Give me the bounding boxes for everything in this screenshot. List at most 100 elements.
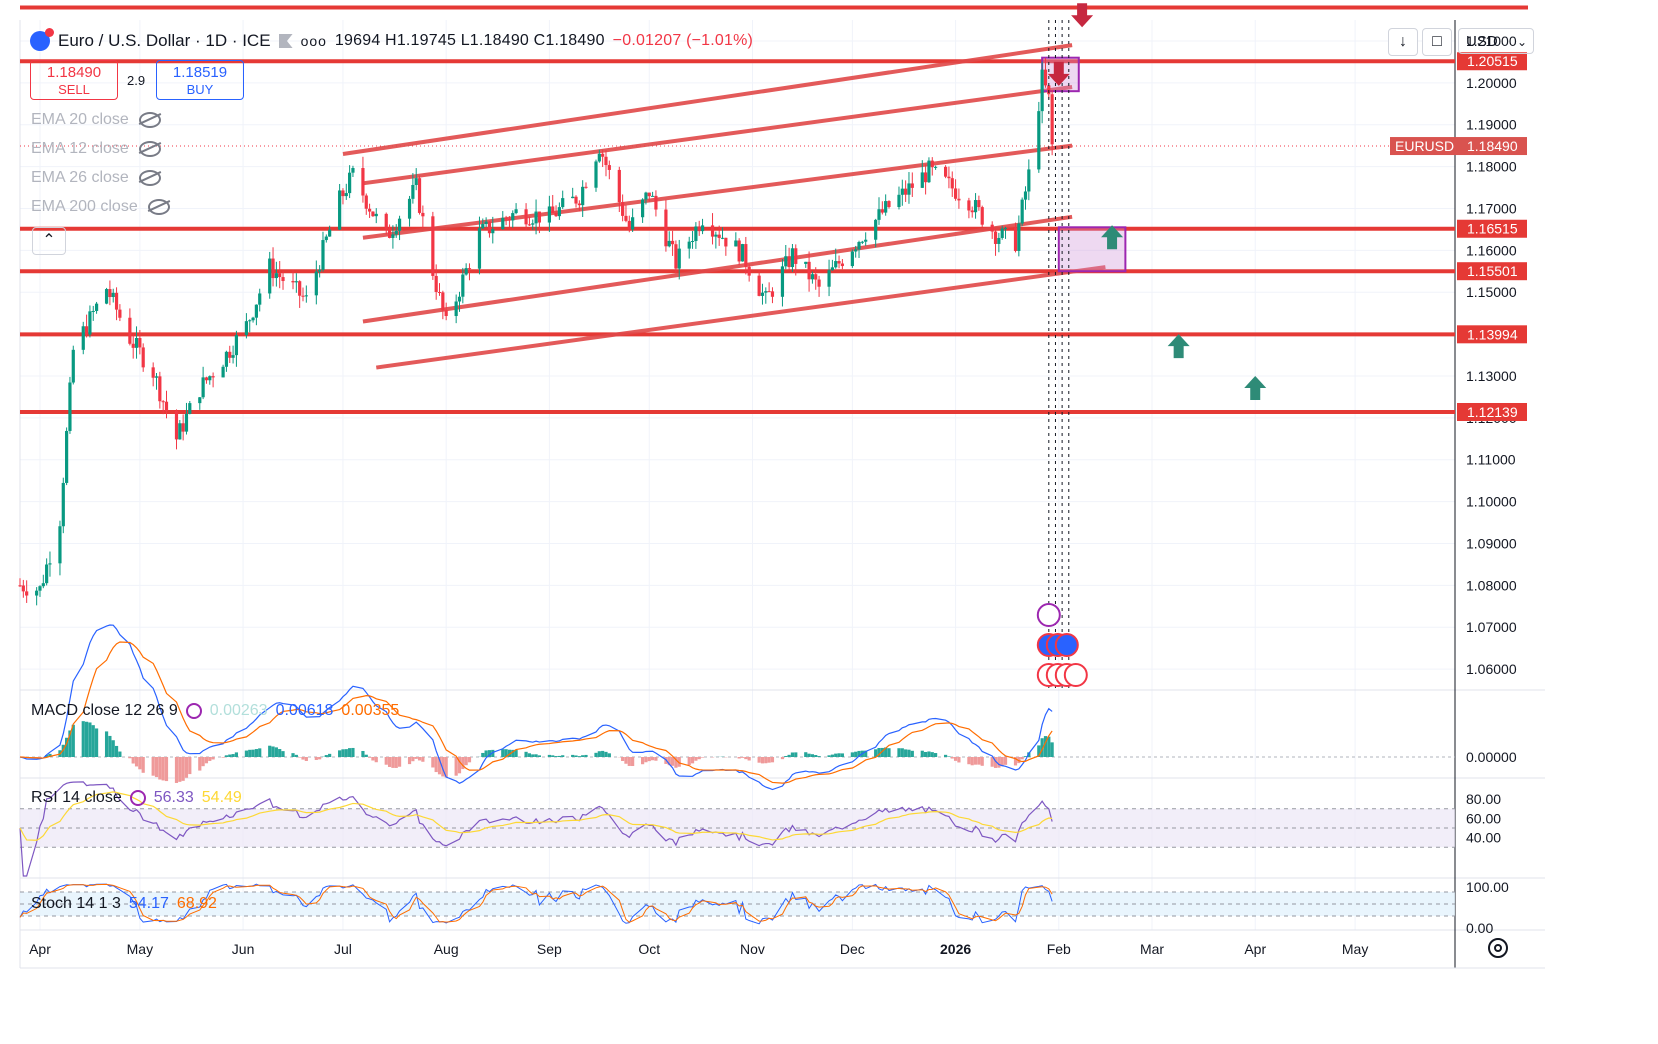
download-button[interactable]: ↓ — [1388, 28, 1418, 56]
hidden-eye-icon[interactable] — [138, 112, 161, 128]
rsi-legend[interactable]: RSI 14 close 56.33 54.49 — [31, 789, 242, 806]
rsi-ma-line — [19, 791, 1053, 841]
candle — [950, 178, 954, 189]
macd-histogram-bar — [151, 757, 155, 776]
level-price-tag — [1457, 402, 1527, 421]
candle — [208, 376, 212, 381]
candle — [48, 563, 52, 565]
candle — [577, 203, 581, 206]
macd-tick-label: 0.00000 — [1466, 749, 1517, 765]
indicator-ema26[interactable]: EMA 26 close — [31, 169, 161, 187]
price-tick-label: 1.21000 — [1466, 33, 1517, 49]
candle — [1027, 169, 1031, 192]
candle — [997, 237, 1001, 244]
candle — [697, 226, 701, 232]
macd-histogram-bar — [837, 753, 841, 757]
candle — [804, 261, 808, 264]
chart-header: Euro / U.S. Dollar · 1D · ICE ooo 19694 … — [30, 28, 753, 54]
candle — [617, 169, 621, 203]
macd-histogram-bar — [574, 755, 578, 757]
candle — [88, 311, 92, 335]
fullscreen-button[interactable]: □ — [1422, 28, 1452, 56]
candle — [45, 564, 49, 584]
time-tick-label: Dec — [840, 941, 865, 957]
collapse-indicators-button[interactable]: ⌃ — [32, 227, 66, 255]
candle — [341, 190, 345, 197]
candle — [25, 591, 29, 596]
event-icon — [1036, 603, 1061, 627]
buy-button[interactable]: 1.18519 BUY — [156, 60, 244, 100]
candle — [118, 309, 122, 318]
candle — [314, 271, 318, 296]
macd-histogram-bar — [934, 753, 938, 757]
macd-histogram-bar — [884, 747, 888, 757]
macd-histogram-bar — [784, 756, 788, 757]
hidden-eye-icon[interactable] — [138, 141, 161, 157]
indicator-ema12[interactable]: EMA 12 close — [31, 140, 161, 158]
macd-histogram-bar — [65, 737, 69, 757]
candle — [84, 326, 89, 335]
candle — [934, 166, 938, 168]
candle — [1023, 191, 1028, 200]
up-arrow-icon — [1101, 225, 1124, 250]
level-price-tag — [1457, 52, 1527, 71]
price-axis: 1.21000 1.20000 1.19000 1.18000 1.17000 1.160… — [29, 33, 1527, 957]
macd-histogram-bar — [68, 730, 72, 757]
candle — [244, 321, 249, 336]
up-arrow-icon — [1167, 334, 1190, 359]
stoch-legend[interactable]: Stoch 14 1 3 54.17 68.92 — [31, 895, 217, 912]
candle — [807, 261, 811, 280]
candle — [531, 223, 535, 225]
candle — [444, 310, 448, 317]
macd-histogram-bar — [298, 757, 302, 758]
candle — [61, 482, 65, 527]
hidden-eye-icon[interactable] — [138, 170, 161, 186]
macd-line — [19, 624, 1053, 791]
candle — [1043, 69, 1048, 86]
macd-histogram-bar — [757, 757, 761, 763]
source-cycle-icon[interactable] — [185, 703, 202, 719]
signal-line — [19, 641, 1053, 784]
last-price-tag — [1390, 137, 1527, 156]
macd-histogram-bar — [834, 753, 838, 757]
symbol-title[interactable]: Euro / U.S. Dollar · 1D · ICE — [58, 31, 271, 50]
stoch-d-line — [19, 883, 1053, 923]
source-cycle-icon[interactable] — [129, 790, 146, 806]
candle — [91, 310, 95, 312]
candle — [571, 196, 575, 199]
candle — [837, 261, 841, 264]
candle — [441, 292, 445, 311]
macd-histogram-bar — [441, 757, 445, 777]
macd-histogram-bar — [810, 754, 815, 757]
down-arrow-icon — [1071, 3, 1094, 28]
candle — [874, 219, 878, 240]
indicator-ema20[interactable]: EMA 20 close — [31, 111, 161, 129]
candle — [394, 230, 398, 235]
candle — [784, 256, 788, 267]
more-icon[interactable]: ooo — [300, 33, 327, 49]
stoch-k-line — [19, 883, 1053, 925]
flag-icon[interactable] — [278, 34, 293, 48]
hidden-eye-icon[interactable] — [147, 199, 170, 215]
candle — [554, 213, 558, 217]
candle — [744, 244, 748, 267]
candle — [161, 401, 165, 403]
macd-histogram-bar — [534, 754, 538, 757]
candle — [65, 430, 69, 483]
macd-histogram-bar — [481, 752, 485, 757]
currency-select[interactable]: USD ⌄ — [1458, 28, 1534, 54]
sell-button[interactable]: 1.18490 SELL — [30, 60, 118, 100]
candle — [740, 244, 745, 262]
macd-histogram-bar — [234, 752, 239, 757]
macd-legend[interactable]: MACD close 12 26 9 0.00263 0.00618 0.003… — [31, 702, 400, 719]
indicator-ema200[interactable]: EMA 200 close — [31, 198, 170, 216]
macd-histogram-bar — [907, 749, 911, 757]
macd-histogram-bar — [271, 746, 275, 757]
macd-histogram-bar — [787, 754, 791, 757]
macd-histogram-bar — [208, 757, 212, 761]
macd-histogram-bar — [181, 757, 185, 781]
candle — [431, 216, 435, 276]
candle — [211, 376, 215, 378]
settings-gear-icon[interactable] — [1488, 938, 1508, 958]
